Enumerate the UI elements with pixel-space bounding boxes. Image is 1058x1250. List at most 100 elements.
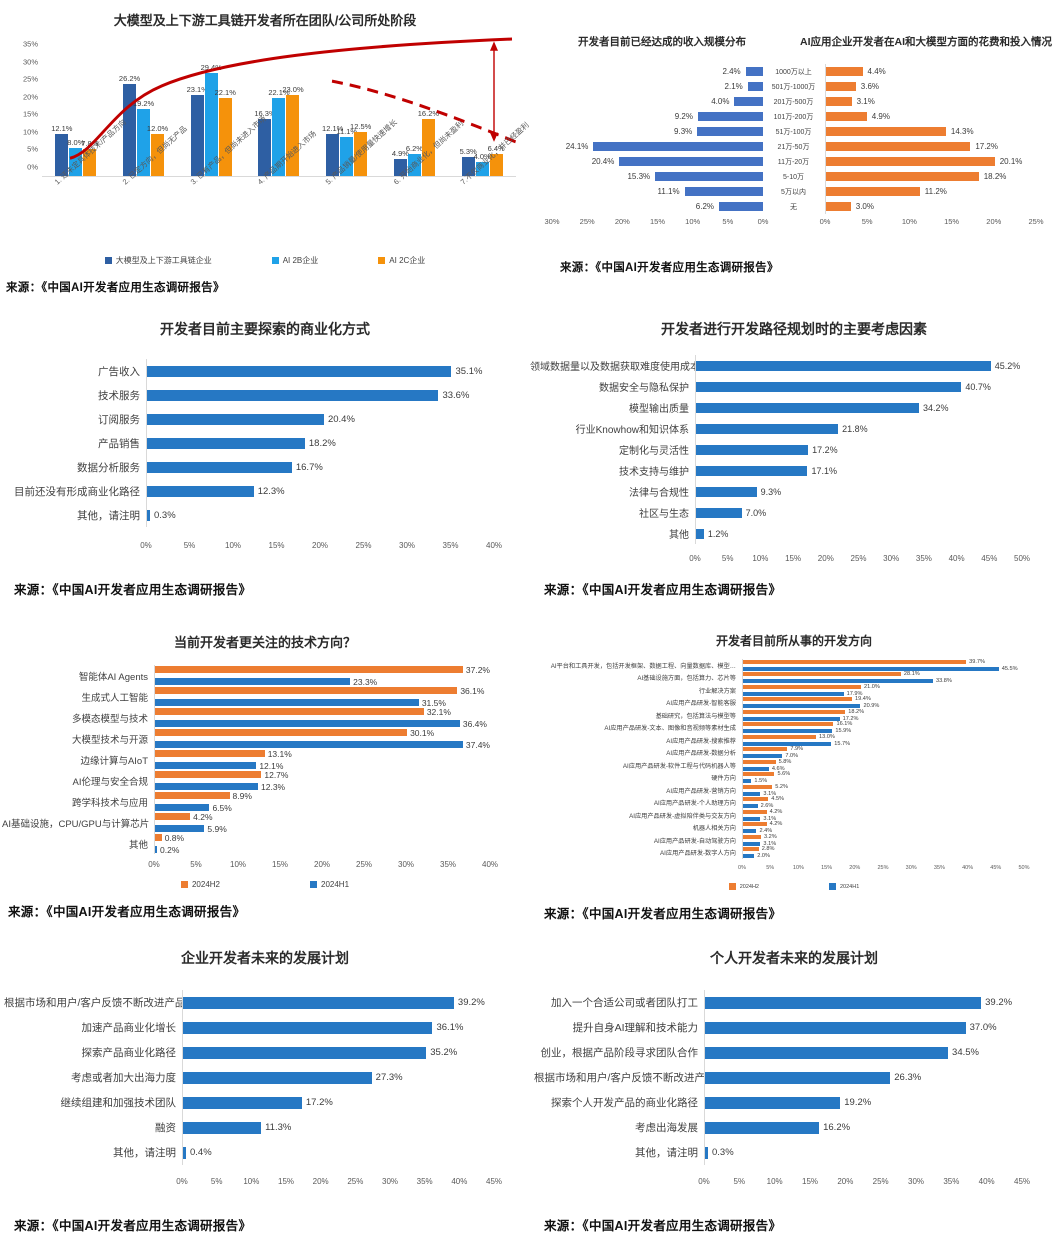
bar-fill[interactable]	[825, 127, 946, 136]
bar-fill[interactable]	[183, 1021, 433, 1034]
bar-fill[interactable]	[593, 142, 763, 151]
bar-fill[interactable]	[743, 779, 752, 784]
bar-row[interactable]: 数据安全与隐私保护 40.7%	[530, 376, 1022, 397]
bar-row[interactable]: AI基础设施方面，包括算力、芯片等 28.1% 33.8%	[530, 671, 1024, 684]
bar-fill[interactable]	[183, 996, 454, 1009]
bar-fill[interactable]	[705, 1046, 949, 1059]
bar-fill[interactable]	[696, 486, 757, 497]
bar-row[interactable]: 考虑出海发展 16.2%	[534, 1115, 1022, 1140]
bar-fill[interactable]	[825, 142, 971, 151]
bar-row[interactable]: 产品销售 18.2%	[6, 431, 494, 455]
bar-row[interactable]: 生成式人工智能 36.1% 31.5%	[2, 686, 490, 708]
bar-row[interactable]: 目前还没有形成商业化路径 12.3%	[6, 479, 494, 503]
bar-fill[interactable]	[155, 750, 265, 757]
bar-row[interactable]: 机器人相关方向 4.2% 2.4%	[530, 821, 1024, 834]
bar-fill[interactable]	[155, 741, 463, 748]
bar-fill[interactable]	[155, 708, 424, 715]
bar-fill[interactable]	[743, 741, 832, 746]
bar-fill[interactable]: 12.1%	[51, 124, 72, 176]
bar-fill[interactable]	[696, 423, 839, 434]
bar-fill[interactable]	[183, 1121, 262, 1134]
bar-fill[interactable]	[743, 804, 758, 809]
bar-row[interactable]: AI应用产品研发-数据分析 7.9% 7.0%	[530, 746, 1024, 759]
bar-fill[interactable]	[183, 1046, 427, 1059]
bar-fill[interactable]	[743, 704, 861, 709]
bar-fill[interactable]	[696, 507, 742, 518]
bar-fill[interactable]	[155, 666, 463, 673]
bar-fill[interactable]	[705, 1146, 708, 1159]
tornado-row[interactable]: 20.4% 11万-20万 20.1%	[552, 154, 1036, 169]
bar-fill[interactable]	[147, 485, 254, 497]
bar-fill[interactable]	[155, 804, 210, 811]
bar-row[interactable]: AI应用产品研发-自动驾驶方向 3.2% 3.1%	[530, 834, 1024, 847]
bar-fill[interactable]	[696, 360, 991, 371]
bar-row[interactable]: 订阅服务 20.4%	[6, 407, 494, 431]
bar-row[interactable]: 提升自身AI理解和技术能力 37.0%	[534, 1015, 1022, 1040]
bar-row[interactable]: 广告收入 35.1%	[6, 359, 494, 383]
bar-fill[interactable]: 23.1%	[187, 85, 208, 176]
tornado-row[interactable]: 6.2% 无 3.0%	[552, 199, 1036, 214]
bar-fill[interactable]	[743, 747, 788, 752]
bar-fill[interactable]	[696, 381, 962, 392]
bar-row[interactable]: 加入一个合适公司或者团队打工 39.2%	[534, 990, 1022, 1015]
bar-fill[interactable]	[743, 854, 755, 859]
bar-fill[interactable]	[147, 413, 324, 425]
bar-fill[interactable]	[147, 365, 452, 377]
bar-fill[interactable]	[743, 684, 862, 689]
bar-fill[interactable]	[743, 759, 776, 764]
bar-fill[interactable]	[743, 841, 761, 846]
legend-item[interactable]: AI 2C企业	[378, 255, 425, 266]
bar-fill[interactable]	[155, 720, 460, 727]
bar-fill[interactable]	[155, 846, 157, 853]
bar-row[interactable]: 创业，根据产品阶段寻求团队合作 34.5%	[534, 1040, 1022, 1065]
bar-fill[interactable]	[155, 783, 258, 790]
bar-fill[interactable]	[743, 729, 833, 734]
bar-fill[interactable]	[825, 67, 863, 76]
bar-row[interactable]: 融资 11.3%	[4, 1115, 494, 1140]
bar-row[interactable]: 其他 0.8% 0.2%	[2, 833, 490, 855]
legend-item[interactable]: 2024H2	[180, 880, 220, 889]
bar-fill[interactable]	[155, 813, 191, 820]
bar-fill[interactable]	[147, 437, 305, 449]
bar-fill[interactable]	[825, 172, 979, 181]
tornado-row[interactable]: 9.3% 51万-100万 14.3%	[552, 124, 1036, 139]
bar-row[interactable]: 硬件方向 5.6% 1.5%	[530, 771, 1024, 784]
bar-row[interactable]: AI应用产品研发-个人助理方向 4.5% 2.6%	[530, 796, 1024, 809]
bar-row[interactable]: 模型输出质量 34.2%	[530, 397, 1022, 418]
bar-fill[interactable]	[743, 666, 999, 671]
tornado-row[interactable]: 11.1% 5万以内 11.2%	[552, 184, 1036, 199]
bar-fill[interactable]	[705, 1121, 820, 1134]
bar-row[interactable]: AI应用产品研发-文本、图像和音视频等素材生成 16.1% 15.9%	[530, 721, 1024, 734]
tornado-row[interactable]: 9.2% 101万-200万 4.9%	[552, 109, 1036, 124]
legend-item[interactable]: 2024H2	[728, 883, 759, 890]
bar-fill[interactable]	[655, 172, 763, 181]
bar-fill[interactable]	[743, 709, 846, 714]
tornado-row[interactable]: 4.0% 201万-500万 3.1%	[552, 94, 1036, 109]
bar-row[interactable]: AI应用产品研发-营销方向 5.2% 3.1%	[530, 784, 1024, 797]
tornado-row[interactable]: 24.1% 21万-50万 17.2%	[552, 139, 1036, 154]
bar-row[interactable]: AI应用产品研发-智能客服 19.4% 20.9%	[530, 696, 1024, 709]
bar-fill[interactable]	[743, 791, 761, 796]
bar-fill[interactable]	[743, 734, 817, 739]
bar-row[interactable]: 基础研究，包括算法与模型等 18.2% 17.2%	[530, 709, 1024, 722]
bar-row[interactable]: 探索产品商业化路径 35.2%	[4, 1040, 494, 1065]
bar-fill[interactable]	[743, 716, 840, 721]
bar-fill[interactable]	[155, 771, 262, 778]
bar-fill[interactable]	[743, 797, 769, 802]
bar-fill[interactable]	[705, 1071, 891, 1084]
tornado-row[interactable]: 2.1% 501万-1000万 3.6%	[552, 79, 1036, 94]
bar-fill[interactable]	[705, 1021, 966, 1034]
tornado-row[interactable]: 2.4% 1000万以上 4.4%	[552, 64, 1036, 79]
bar-fill[interactable]	[743, 809, 767, 814]
bar-row[interactable]: 技术服务 33.6%	[6, 383, 494, 407]
bar-fill[interactable]	[705, 996, 982, 1009]
bar-fill[interactable]	[155, 762, 257, 769]
bar-fill[interactable]	[743, 754, 783, 759]
bar-fill[interactable]	[743, 691, 844, 696]
bar-fill[interactable]	[155, 834, 162, 841]
bar-fill[interactable]	[743, 834, 761, 839]
bar-fill[interactable]	[743, 659, 967, 664]
legend-item[interactable]: 2024H1	[829, 883, 859, 890]
bar-fill[interactable]	[743, 847, 759, 852]
bar-row[interactable]: AI伦理与安全合规 12.7% 12.3%	[2, 770, 490, 792]
